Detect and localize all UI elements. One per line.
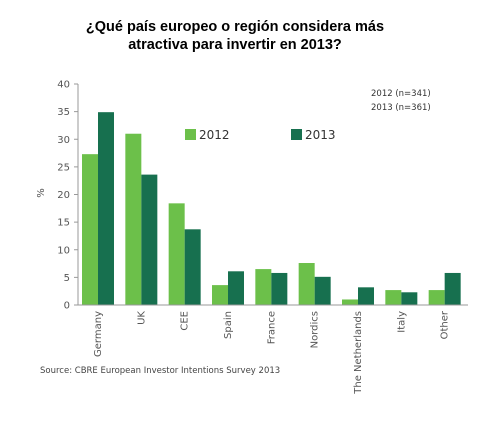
y-tick-label: 10	[57, 245, 70, 256]
sample-note-2012: 2012 (n=341)	[371, 89, 431, 99]
bar-other-2012	[428, 290, 445, 305]
bar-germany-2012	[82, 154, 98, 305]
chart-title: ¿Qué país europeo o región considera más…	[40, 18, 430, 54]
bar-france-2012	[255, 269, 272, 305]
legend-swatch-2012	[185, 129, 196, 140]
sample-note-2013: 2013 (n=361)	[371, 103, 431, 113]
y-tick-label: 5	[64, 273, 70, 284]
bar-the-netherlands-2012	[342, 299, 358, 305]
source-note: Source: CBRE European Investor Intention…	[40, 366, 281, 376]
x-tick-label-the-netherlands: The Netherlands	[353, 311, 364, 395]
x-tick-label-cee: CEE	[180, 311, 191, 331]
legend-swatch-2013	[291, 129, 302, 140]
y-tick-label: 15	[57, 218, 70, 229]
chart-title-line-2: atractiva para invertir en 2013?	[128, 37, 342, 53]
bar-spain-2012	[212, 285, 228, 305]
y-tick-label: 25	[57, 162, 70, 173]
x-tick-label-nordics: Nordics	[310, 311, 321, 348]
y-tick-label: 0	[64, 301, 70, 312]
bar-other-2013	[444, 272, 461, 305]
x-tick-label-uk: UK	[136, 311, 147, 325]
bar-germany-2013	[98, 112, 114, 306]
y-axis-label: %	[36, 188, 47, 198]
legend-label-2012: 2012	[199, 128, 230, 142]
y-tick-label: 20	[57, 190, 70, 201]
x-tick-label-italy: Italy	[396, 311, 407, 333]
y-axis: 0 5 10 15 20 25 30 35 40	[57, 80, 79, 312]
bar-uk-2013	[141, 174, 158, 305]
x-tick-label-france: France	[266, 311, 277, 344]
y-tick-label: 35	[57, 107, 70, 118]
bar-cee-2012	[168, 203, 185, 305]
y-tick-label: 30	[57, 135, 70, 146]
chart-title-line-1: ¿Qué país europeo o región considera más	[85, 19, 385, 35]
x-tick-label-other: Other	[440, 310, 451, 339]
x-tick-label-germany: Germany	[93, 311, 104, 357]
bars	[82, 112, 461, 306]
bar-italy-2012	[385, 290, 402, 305]
bar-nordics-2013	[314, 276, 331, 305]
bar-the-netherlands-2013	[358, 287, 374, 305]
bar-nordics-2012	[298, 263, 315, 305]
bar-spain-2013	[228, 271, 244, 305]
x-axis: Germany UK CEE Spain France Nordics The Nether…	[78, 304, 468, 395]
bar-cee-2013	[184, 229, 201, 305]
bar-france-2013	[271, 272, 288, 305]
x-tick-label-spain: Spain	[223, 311, 234, 339]
legend-label-2013: 2013	[305, 128, 336, 142]
bar-uk-2012	[125, 133, 142, 305]
bar-italy-2013	[401, 292, 418, 305]
y-tick-label: 40	[57, 80, 70, 91]
